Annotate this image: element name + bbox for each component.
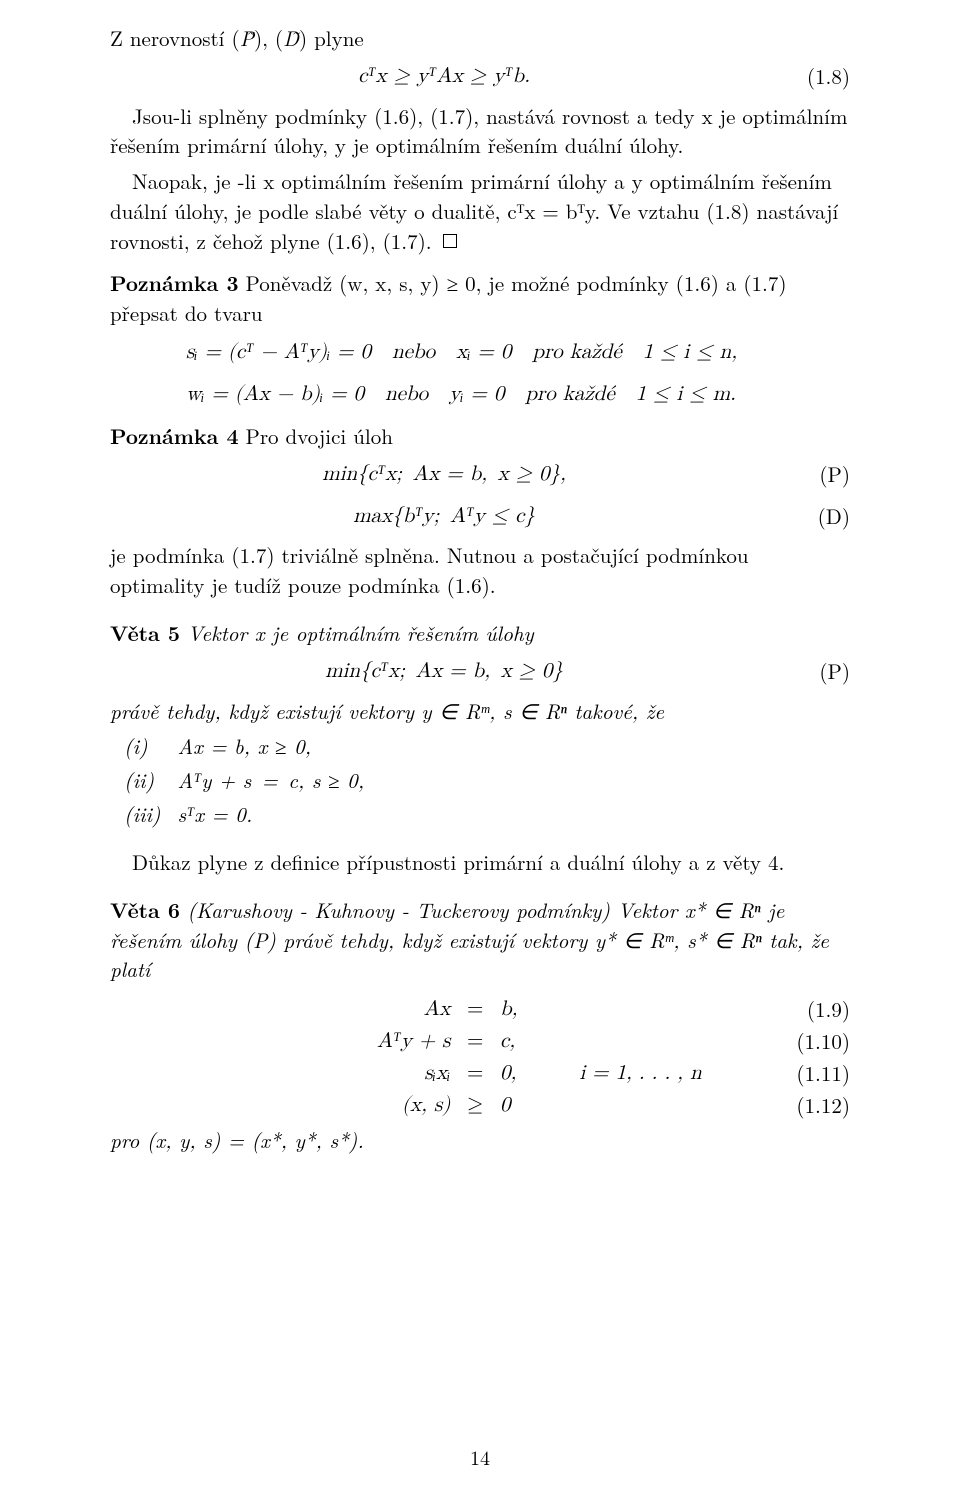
relation: ≥ bbox=[460, 1091, 490, 1121]
para-conversely: Naopak, je -li x optimálním řešením prim… bbox=[110, 167, 850, 256]
list-item: (iii) sᵀx = 0. bbox=[124, 800, 850, 830]
eq-tag: (D) bbox=[778, 502, 850, 532]
aligned-equations: Ax = b, (1.9) Aᵀy + s = c, (1.10) sᵢxᵢ =… bbox=[110, 995, 850, 1120]
lhs: Aᵀy + s bbox=[110, 1027, 460, 1057]
eq-body: sᵢ = (cᵀ − Aᵀy)ᵢ = 0 nebo xᵢ = 0 pro kaž… bbox=[110, 338, 850, 368]
text: ) plyne bbox=[299, 23, 364, 53]
relation: = bbox=[460, 995, 490, 1025]
item-label: (iii) bbox=[124, 800, 170, 830]
remark-4: Poznámka 4 Pro dvojici úloh bbox=[110, 422, 850, 452]
eq-tag: (1.12) bbox=[774, 1091, 850, 1121]
theorem-statement: Vektor x je optimálním řešením úlohy bbox=[180, 618, 534, 648]
para-such-that: právě tehdy, když existují vektory y ∈ R… bbox=[110, 697, 850, 727]
equation-1-8: cᵀx ≥ yᵀAx ≥ yᵀb. (1.8) bbox=[110, 62, 850, 92]
page-number: 14 bbox=[0, 1443, 960, 1471]
item-body: sᵀx = 0. bbox=[170, 799, 252, 829]
remark-label: Poznámka 3 bbox=[110, 268, 239, 298]
rhs: 0, i = 1, . . . , n bbox=[490, 1059, 774, 1089]
eq-tag: (1.10) bbox=[774, 1027, 850, 1057]
eq-body: min{cᵀx; Ax = b, x ≥ 0}, bbox=[110, 460, 778, 490]
ptilde: P̃ bbox=[240, 23, 254, 53]
theorem-label: Věta 6 bbox=[110, 895, 180, 925]
item-label: (ii) bbox=[124, 766, 170, 796]
relation: = bbox=[460, 1027, 490, 1057]
theorem-statement: (Karushovy - Kuhnovy - Tuckerovy podmínk… bbox=[110, 895, 829, 985]
roman-list: (i) Ax = b, x ≥ 0, (ii) Aᵀy + s = c, s ≥… bbox=[110, 732, 850, 829]
text: Naopak, je -li x optimálním řešením prim… bbox=[110, 166, 838, 256]
rhs: 0 bbox=[490, 1091, 774, 1121]
equation-wi: wᵢ = (Ax − b)ᵢ = 0 nebo yᵢ = 0 pro každé… bbox=[110, 380, 850, 410]
page: Z nerovností (P̃), (D̃) plyne cᵀx ≥ yᵀAx… bbox=[0, 0, 960, 1511]
eq-body: min{cᵀx; Ax = b, x ≥ 0} bbox=[110, 657, 778, 687]
eq-tag: (P) bbox=[778, 657, 850, 687]
rhs: b, bbox=[490, 995, 774, 1025]
eq-body: cᵀx ≥ yᵀAx ≥ yᵀb. bbox=[110, 62, 778, 92]
theorem-6: Věta 6 (Karushovy - Kuhnovy - Tuckerovy … bbox=[110, 896, 850, 985]
equation-P-2: min{cᵀx; Ax = b, x ≥ 0} (P) bbox=[110, 657, 850, 687]
para-for-xys: pro (x, y, s) = (x*, y*, s*). bbox=[110, 1126, 850, 1156]
equation-P-1: min{cᵀx; Ax = b, x ≥ 0}, (P) bbox=[110, 460, 850, 490]
eq-tag: (1.8) bbox=[778, 62, 850, 92]
align-row: Aᵀy + s = c, (1.10) bbox=[110, 1027, 850, 1057]
item-body: Ax = b, x ≥ 0, bbox=[170, 731, 311, 761]
text: Z nerovností ( bbox=[110, 23, 240, 53]
para-condition-trivial: je podmínka (1.7) triviálně splněna. Nut… bbox=[110, 541, 850, 601]
item-label: (i) bbox=[124, 732, 170, 762]
eq-body: max{bᵀy; Aᵀy ≤ c} bbox=[110, 502, 778, 532]
remark-label: Poznámka 4 bbox=[110, 421, 239, 451]
qed-box-icon bbox=[443, 234, 457, 248]
list-item: (ii) Aᵀy + s = c, s ≥ 0, bbox=[124, 766, 850, 796]
align-row: Ax = b, (1.9) bbox=[110, 995, 850, 1025]
equation-si: sᵢ = (cᵀ − Aᵀy)ᵢ = 0 nebo xᵢ = 0 pro kaž… bbox=[110, 338, 850, 368]
eq-body: wᵢ = (Ax − b)ᵢ = 0 nebo yᵢ = 0 pro každé… bbox=[110, 380, 850, 410]
lhs: sᵢxᵢ bbox=[110, 1059, 460, 1089]
relation: = bbox=[460, 1059, 490, 1089]
equation-D: max{bᵀy; Aᵀy ≤ c} (D) bbox=[110, 502, 850, 532]
align-row: (x, s) ≥ 0 (1.12) bbox=[110, 1091, 850, 1121]
lhs: (x, s) bbox=[110, 1091, 460, 1121]
eq-tag: (1.9) bbox=[774, 995, 850, 1025]
para-inequalities: Z nerovností (P̃), (D̃) plyne bbox=[110, 24, 850, 54]
theorem-5: Věta 5 Vektor x je optimálním řešením úl… bbox=[110, 619, 850, 649]
list-item: (i) Ax = b, x ≥ 0, bbox=[124, 732, 850, 762]
align-row: sᵢxᵢ = 0, i = 1, . . . , n (1.11) bbox=[110, 1059, 850, 1089]
remark-3: Poznámka 3 Poněvadž (w, x, s, y) ≥ 0, je… bbox=[110, 269, 850, 329]
remark-text: Pro dvojici úloh bbox=[239, 421, 393, 451]
para-proof: Důkaz plyne z definice přípustnosti prim… bbox=[110, 848, 850, 878]
para-conditions: Jsou-li splněny podmínky (1.6), (1.7), n… bbox=[110, 102, 850, 162]
item-body: Aᵀy + s = c, s ≥ 0, bbox=[170, 765, 364, 795]
lhs: Ax bbox=[110, 995, 460, 1025]
text: ), ( bbox=[254, 23, 283, 53]
dtilde: D̃ bbox=[283, 23, 299, 53]
theorem-label: Věta 5 bbox=[110, 618, 180, 648]
eq-tag: (1.11) bbox=[774, 1059, 850, 1089]
eq-tag: (P) bbox=[778, 460, 850, 490]
rhs: c, bbox=[490, 1027, 774, 1057]
